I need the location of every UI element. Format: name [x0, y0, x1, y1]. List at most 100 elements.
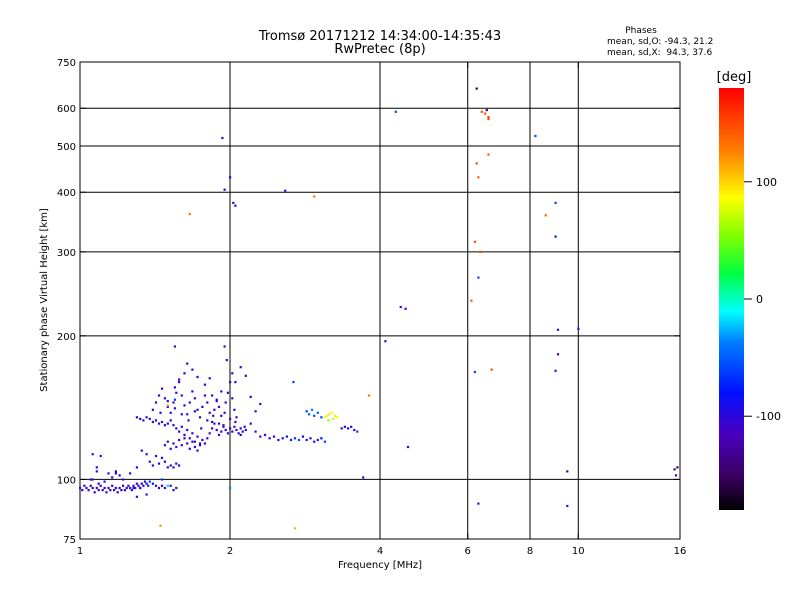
data-point — [239, 366, 242, 369]
data-point — [229, 176, 232, 179]
data-point — [130, 489, 133, 492]
data-point — [159, 524, 162, 527]
data-point — [196, 375, 199, 379]
data-point — [186, 428, 189, 432]
data-point — [175, 445, 178, 449]
data-point — [323, 440, 326, 443]
data-point — [169, 419, 172, 422]
data-point — [193, 410, 196, 413]
data-point — [175, 427, 178, 430]
data-point — [263, 433, 267, 436]
data-point — [313, 195, 316, 198]
data-point — [208, 377, 211, 380]
data-point — [309, 437, 312, 440]
x-axis-label: Frequency [MHz] — [338, 560, 422, 571]
data-point — [223, 188, 226, 191]
data-point — [316, 438, 319, 442]
data-point — [140, 449, 143, 452]
data-point — [336, 416, 339, 419]
grid-lines — [80, 62, 680, 539]
data-point — [225, 359, 228, 362]
data-point — [470, 299, 473, 302]
data-point — [175, 391, 178, 394]
data-point — [118, 486, 121, 490]
data-point — [79, 486, 82, 490]
data-point — [203, 394, 206, 397]
data-point — [187, 419, 190, 422]
colorbar-tick-label: 0 — [756, 293, 763, 306]
data-point — [122, 484, 125, 487]
data-point — [135, 466, 138, 469]
data-point — [208, 411, 211, 414]
data-point — [91, 478, 94, 481]
data-point — [99, 454, 102, 458]
data-point — [676, 466, 679, 469]
colorbar-label: [deg] — [717, 70, 752, 85]
data-point — [87, 489, 90, 492]
data-point — [183, 404, 186, 407]
data-point — [353, 428, 356, 432]
data-point — [297, 438, 301, 442]
data-point — [217, 405, 221, 408]
data-point — [175, 486, 178, 490]
x-tick-label: 16 — [674, 546, 687, 557]
data-point — [217, 422, 221, 425]
data-point — [213, 422, 216, 425]
data-point — [196, 449, 199, 452]
data-point — [254, 430, 257, 433]
data-point — [217, 433, 221, 436]
data-point — [556, 328, 560, 331]
data-point — [178, 464, 181, 467]
data-point — [254, 410, 257, 413]
data-point — [226, 432, 229, 435]
data-point — [180, 425, 183, 428]
data-point — [85, 486, 88, 490]
data-point — [186, 362, 189, 365]
data-point — [475, 162, 478, 165]
data-point — [305, 410, 308, 413]
data-point — [83, 484, 86, 487]
data-point — [157, 462, 161, 465]
data-point — [147, 484, 150, 487]
data-point — [554, 201, 557, 204]
data-point — [160, 478, 164, 481]
data-point — [473, 240, 476, 243]
data-point — [233, 408, 236, 411]
y-tick-label: 200 — [57, 332, 76, 343]
data-point — [173, 345, 176, 348]
data-point — [173, 407, 176, 410]
data-point — [566, 504, 569, 508]
data-point — [166, 440, 169, 443]
data-point — [116, 491, 119, 494]
data-point — [490, 368, 493, 371]
data-point — [404, 307, 407, 310]
data-point — [310, 408, 314, 411]
y-tick-label: 100 — [57, 475, 76, 486]
data-point — [220, 390, 223, 393]
x-tick-label: 8 — [527, 546, 533, 557]
data-point — [213, 408, 216, 411]
data-point — [169, 484, 172, 487]
data-point — [232, 201, 235, 204]
data-point — [183, 437, 186, 440]
y-tick-label: 400 — [57, 188, 76, 199]
data-point — [259, 402, 262, 406]
data-point — [235, 416, 238, 419]
x-tick-label: 2 — [227, 546, 233, 557]
data-point — [135, 495, 138, 498]
data-point — [249, 422, 252, 425]
data-point — [135, 416, 138, 419]
data-point — [206, 437, 209, 440]
data-point — [178, 378, 181, 381]
data-points — [79, 87, 679, 530]
data-point — [268, 437, 271, 440]
data-point — [154, 419, 158, 422]
data-point — [399, 305, 402, 309]
data-point — [330, 411, 333, 414]
data-point — [244, 374, 247, 377]
data-point — [332, 417, 335, 420]
data-point — [229, 381, 232, 384]
data-point — [178, 381, 181, 384]
data-point — [188, 401, 191, 404]
data-point — [143, 480, 147, 483]
